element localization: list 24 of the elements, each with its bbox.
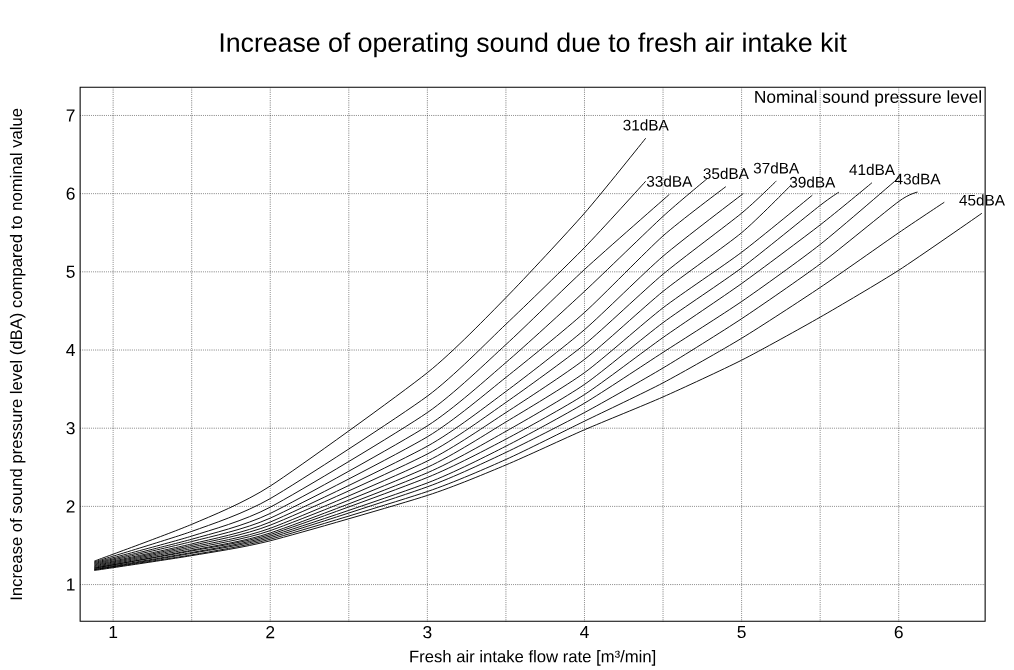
x-tick-label: 3	[423, 626, 432, 639]
y-tick-label: 6	[66, 187, 75, 200]
y-tick-label: 7	[66, 109, 75, 122]
y-tick-label: 2	[66, 500, 75, 513]
y-tick-label: 1	[67, 578, 75, 591]
x-tick-label: 1	[109, 626, 118, 638]
series-label: 41dBA	[849, 163, 895, 176]
y-tick-label: 4	[66, 344, 75, 356]
y-tick-label: 3	[66, 422, 75, 435]
x-tick-label: 2	[266, 626, 275, 639]
series-label: 37dBA	[753, 162, 800, 174]
y-axis-title: Increase of sound pressure level (dBA) compared to nominal value	[9, 108, 26, 600]
series-label: 33dBA	[646, 175, 693, 187]
x-tick-label: 4	[580, 626, 589, 638]
chart-title: Increase of operating sound due to fresh air intake kit	[220, 32, 847, 58]
annotation: Nominal sound pressure level	[755, 90, 981, 107]
x-axis-title: Fresh air intake flow rate [m³/min]	[410, 650, 656, 666]
x-tick-label: 5	[737, 626, 746, 639]
y-tick-label: 5	[66, 265, 75, 278]
series-label: 31dBA	[623, 119, 669, 131]
series-label: 35dBA	[703, 167, 749, 180]
x-tick-label: 6	[894, 626, 903, 639]
series-label: 43dBA	[894, 173, 941, 185]
series-label: 39dBA	[789, 176, 836, 188]
